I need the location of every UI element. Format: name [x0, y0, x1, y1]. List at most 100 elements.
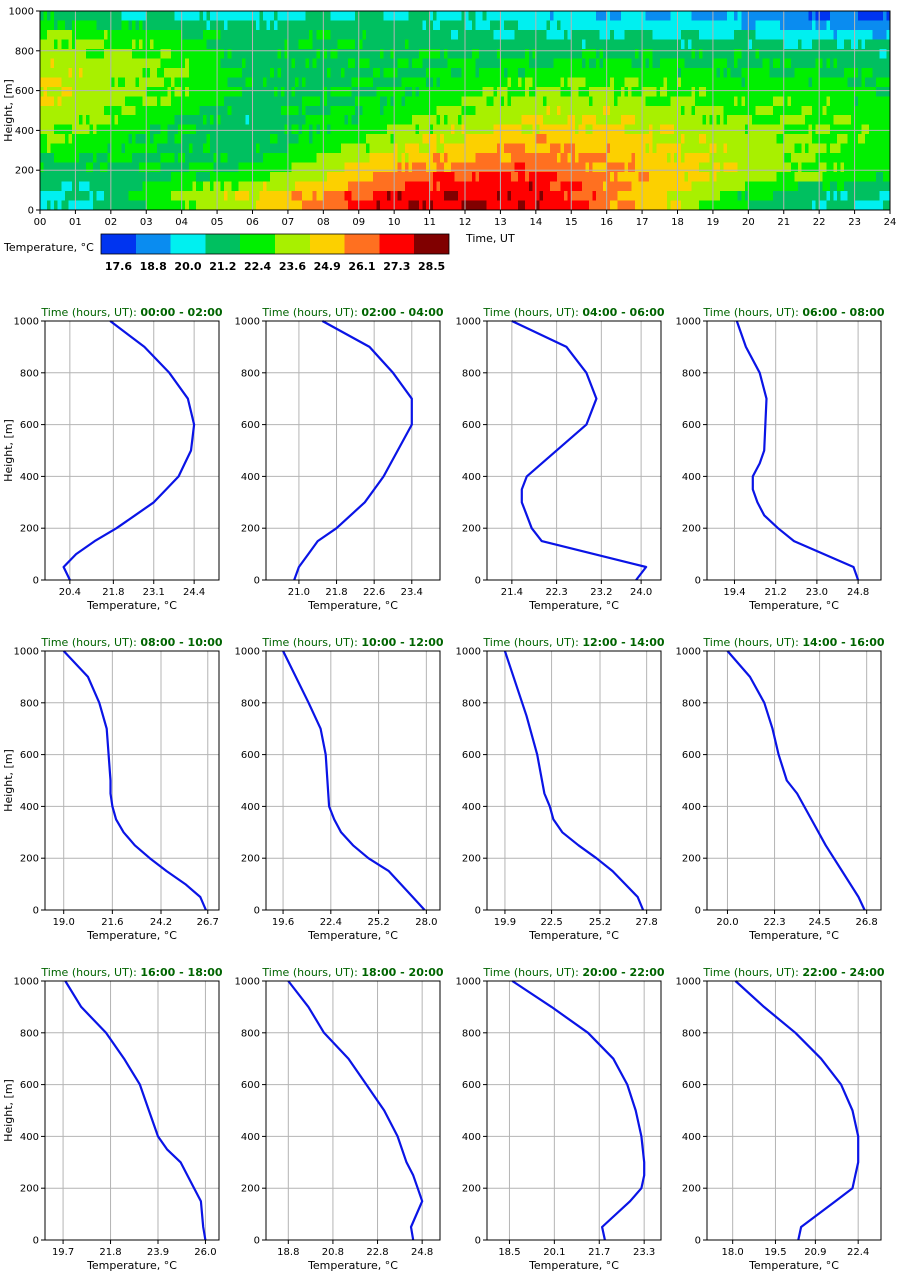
- heatmap-cell: [263, 11, 268, 22]
- heatmap-cell: [854, 67, 859, 78]
- heatmap-cell: [645, 143, 650, 154]
- heatmap-cell: [670, 39, 675, 50]
- heatmap-cell: [117, 153, 123, 164]
- heatmap-cell: [780, 181, 785, 192]
- heatmap-cell: [47, 39, 52, 50]
- heatmap-cell: [642, 124, 647, 135]
- heatmap-cell: [333, 20, 339, 31]
- heatmap-cell: [380, 48, 385, 59]
- heatmap-cell: [606, 67, 611, 78]
- heatmap-cell: [836, 153, 842, 164]
- heatmap-cell: [103, 134, 108, 145]
- heatmap-cell: [298, 172, 303, 183]
- heatmap-cell: [716, 172, 721, 183]
- heatmap-cell: [224, 200, 229, 211]
- heatmap-cell: [128, 39, 133, 50]
- heatmap-cell: [720, 29, 725, 41]
- heatmap-cell: [383, 191, 388, 202]
- heatmap-cell: [737, 115, 742, 126]
- heatmap-cell: [82, 134, 87, 145]
- heatmap-cell: [716, 124, 721, 135]
- heatmap-cell: [415, 143, 420, 154]
- heatmap-cell: [380, 58, 385, 69]
- heatmap-cell: [851, 58, 856, 69]
- heatmap-cell: [659, 181, 664, 192]
- heatmap-cell: [702, 153, 707, 164]
- heatmap-cell: [341, 172, 346, 183]
- heatmap-cell: [794, 39, 799, 50]
- heatmap-cell: [712, 86, 718, 97]
- heatmap-cell: [567, 39, 572, 50]
- heatmap-cell: [61, 162, 66, 173]
- heatmap-cell: [642, 39, 647, 50]
- heatmap-cell: [617, 58, 622, 69]
- heatmap-cell: [712, 134, 718, 145]
- heatmap-cell: [163, 143, 169, 154]
- heatmap-cell: [270, 153, 275, 164]
- heatmap-cell: [411, 191, 417, 202]
- heatmap-cell: [670, 143, 675, 154]
- heatmap-cell: [160, 191, 165, 202]
- heatmap-cell: [525, 124, 530, 135]
- heatmap-cell: [316, 77, 321, 88]
- heatmap-cell: [535, 191, 540, 202]
- heatmap-cell: [220, 20, 225, 31]
- heatmap-cell: [493, 105, 498, 116]
- heatmap-cell: [755, 96, 760, 107]
- heatmap-cell: [220, 172, 225, 183]
- heatmap-cell: [652, 191, 657, 202]
- heatmap-cell: [691, 39, 696, 50]
- heatmap-cell: [486, 11, 491, 22]
- heatmap-cell: [511, 39, 516, 50]
- heatmap-cell: [879, 105, 884, 116]
- heatmap-cell: [606, 172, 611, 183]
- heatmap-cell: [181, 200, 186, 211]
- heatmap-cell: [50, 153, 55, 164]
- heatmap-cell: [443, 58, 448, 69]
- heatmap-cell: [376, 172, 381, 183]
- heatmap-cell: [71, 153, 77, 164]
- heatmap-cell: [613, 58, 618, 69]
- heatmap-cell: [71, 200, 77, 211]
- heatmap-cell: [387, 77, 392, 88]
- heatmap-cell: [93, 105, 98, 116]
- heatmap-cell: [178, 39, 183, 50]
- heatmap-cell: [872, 86, 877, 97]
- heatmap-cell: [100, 29, 105, 41]
- heatmap-cell: [826, 191, 831, 202]
- heatmap-cell: [93, 143, 98, 154]
- heatmap-cell: [805, 153, 810, 164]
- heatmap-cell: [252, 105, 257, 116]
- heatmap-cell: [546, 143, 551, 154]
- heatmap-cell: [450, 58, 455, 69]
- heatmap-cell: [195, 143, 200, 154]
- heatmap-cell: [89, 105, 94, 116]
- heatmap-cell: [298, 29, 303, 41]
- heatmap-cell: [528, 20, 533, 31]
- heatmap-cell: [199, 115, 204, 126]
- heatmap-cell: [606, 200, 611, 211]
- heatmap-cell: [851, 143, 856, 154]
- heatmap-cell: [744, 48, 749, 59]
- heatmap-cell: [861, 58, 866, 69]
- heatmap-cell: [727, 191, 732, 202]
- heatmap-cell: [649, 39, 654, 50]
- heatmap-cell: [518, 200, 523, 211]
- heatmap-cell: [861, 191, 866, 202]
- heatmap-cell: [312, 153, 317, 164]
- heatmap-cell: [620, 124, 625, 135]
- heatmap-cell: [741, 96, 746, 107]
- heatmap-cell: [840, 29, 845, 41]
- heatmap-cell: [351, 181, 356, 192]
- heatmap-cell: [688, 143, 693, 154]
- heatmap-cell: [801, 191, 806, 202]
- heatmap-cell: [670, 181, 675, 192]
- heatmap-cell: [805, 162, 810, 173]
- heatmap-cell: [305, 105, 310, 116]
- heatmap-cell: [457, 29, 463, 41]
- heatmap-cell: [840, 96, 845, 107]
- heatmap-cell: [75, 172, 80, 183]
- heatmap-cell: [117, 181, 123, 192]
- heatmap-cell: [156, 67, 162, 78]
- heatmap-cell: [773, 134, 778, 145]
